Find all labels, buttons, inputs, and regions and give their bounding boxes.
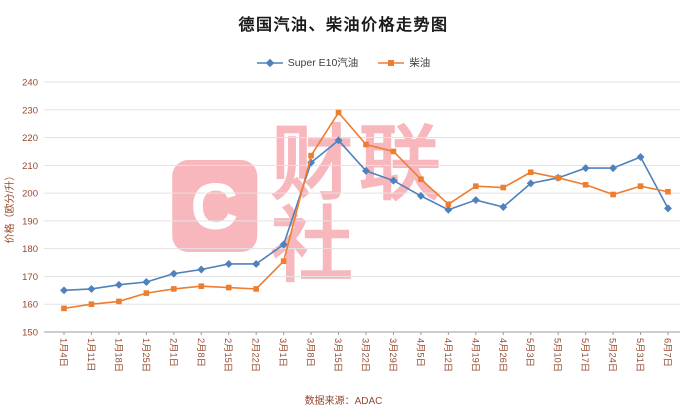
legend: Super E10汽油 柴油	[0, 55, 687, 70]
svg-text:5月3日: 5月3日	[525, 338, 535, 367]
chart-title: 德国汽油、柴油价格走势图	[238, 17, 449, 34]
svg-text:4月12日: 4月12日	[443, 338, 453, 372]
svg-text:230: 230	[22, 105, 38, 116]
svg-text:160: 160	[22, 300, 38, 311]
svg-text:2月1日: 2月1日	[168, 338, 178, 367]
svg-text:3月15日: 3月15日	[333, 338, 343, 372]
svg-text:4月26日: 4月26日	[498, 338, 508, 372]
svg-text:1月4日: 1月4日	[59, 338, 69, 367]
svg-text:170: 170	[22, 272, 38, 283]
svg-text:4月19日: 4月19日	[470, 338, 480, 372]
svg-text:180: 180	[22, 244, 38, 255]
svg-text:5月31日: 5月31日	[635, 338, 645, 372]
svg-text:2月22日: 2月22日	[251, 338, 261, 372]
svg-text:190: 190	[22, 216, 38, 227]
legend-label-super-e10: Super E10汽油	[287, 57, 359, 69]
legend-item-diesel: 柴油	[378, 55, 430, 70]
svg-text:150: 150	[22, 328, 38, 339]
legend-item-super-e10: Super E10汽油	[256, 55, 359, 70]
svg-text:5月10日: 5月10日	[553, 338, 563, 372]
legend-label-diesel: 柴油	[409, 57, 431, 69]
data-source: 数据来源：ADAC	[304, 396, 383, 407]
svg-text:3月22日: 3月22日	[361, 338, 371, 372]
svg-text:1月25日: 1月25日	[141, 338, 151, 372]
svg-text:6月7日: 6月7日	[663, 338, 673, 367]
svg-text:220: 220	[22, 133, 38, 144]
svg-text:210: 210	[22, 161, 38, 172]
svg-text:1月11日: 1月11日	[86, 338, 96, 371]
svg-text:5月17日: 5月17日	[580, 338, 590, 372]
svg-text:240: 240	[22, 78, 38, 89]
svg-text:200: 200	[22, 189, 38, 200]
svg-text:5月24日: 5月24日	[608, 338, 618, 372]
svg-text:4月5日: 4月5日	[415, 338, 425, 367]
svg-text:2月15日: 2月15日	[223, 338, 233, 372]
svg-text:2月8日: 2月8日	[196, 338, 206, 367]
svg-text:1月18日: 1月18日	[113, 338, 123, 372]
svg-text:3月1日: 3月1日	[278, 338, 288, 367]
line-square-marker-icon	[378, 59, 405, 66]
line-diamond-marker-icon	[256, 58, 283, 67]
svg-text:价格（欧分/升）: 价格（欧分/升）	[3, 171, 16, 244]
svg-text:3月8日: 3月8日	[306, 338, 316, 367]
svg-text:3月29日: 3月29日	[388, 338, 398, 372]
